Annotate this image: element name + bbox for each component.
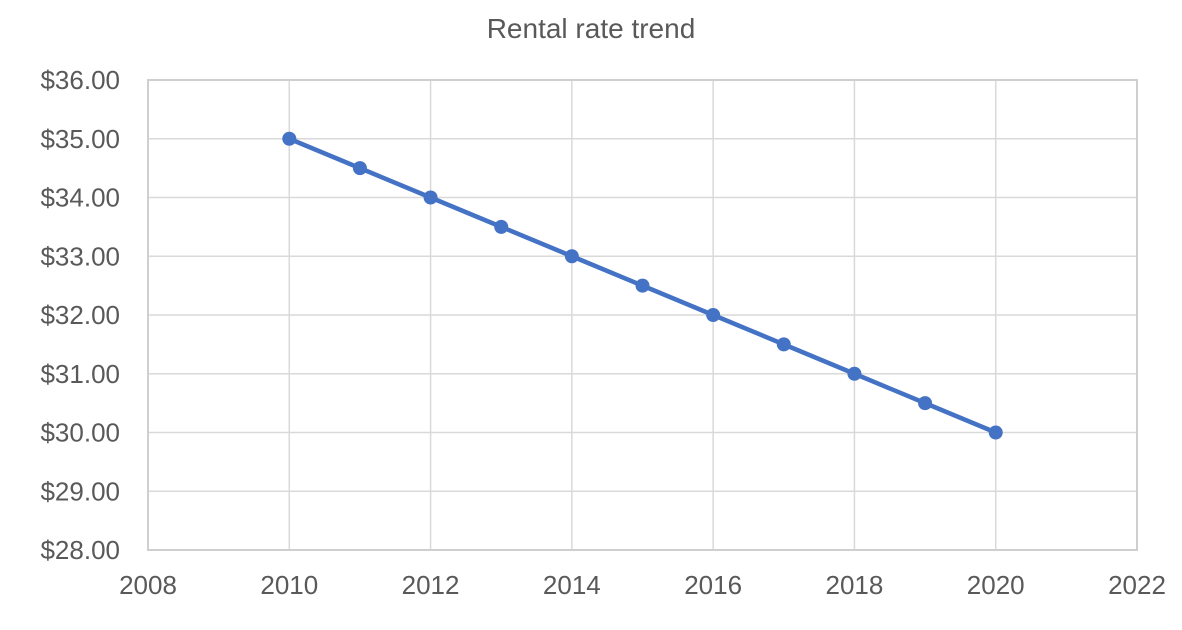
chart-title: Rental rate trend bbox=[486, 13, 696, 44]
data-point-marker bbox=[706, 308, 721, 322]
x-tick-label: 2014 bbox=[543, 570, 601, 600]
y-tick-label: $29.00 bbox=[40, 476, 120, 506]
data-point-marker bbox=[423, 190, 438, 205]
data-point-marker bbox=[918, 396, 933, 411]
y-tick-label: $32.00 bbox=[40, 300, 120, 330]
data-point-marker bbox=[847, 366, 862, 381]
data-point-marker bbox=[988, 425, 1003, 440]
data-point-marker bbox=[494, 219, 509, 234]
y-tick-label: $30.00 bbox=[40, 418, 120, 448]
y-tick-label: $33.00 bbox=[40, 241, 120, 271]
y-tick-label: $31.00 bbox=[40, 359, 120, 389]
x-tick-label: 2010 bbox=[260, 570, 318, 600]
y-tick-label: $34.00 bbox=[40, 183, 120, 213]
x-tick-label: 2012 bbox=[402, 570, 460, 600]
x-tick-label: 2008 bbox=[119, 570, 177, 600]
data-point-marker bbox=[776, 337, 791, 352]
data-point-marker bbox=[352, 161, 367, 176]
x-tick-label: 2020 bbox=[967, 570, 1025, 600]
y-tick-label: $28.00 bbox=[40, 535, 120, 565]
data-point-marker bbox=[564, 249, 579, 264]
x-tick-label: 2022 bbox=[1108, 570, 1166, 600]
x-tick-label: 2018 bbox=[826, 570, 884, 600]
data-point-marker bbox=[635, 278, 650, 293]
x-tick-label: 2016 bbox=[684, 570, 742, 600]
y-tick-label: $35.00 bbox=[40, 124, 120, 154]
data-point-marker bbox=[282, 131, 297, 146]
y-tick-label: $36.00 bbox=[40, 65, 120, 95]
plot-border bbox=[147, 79, 1138, 551]
